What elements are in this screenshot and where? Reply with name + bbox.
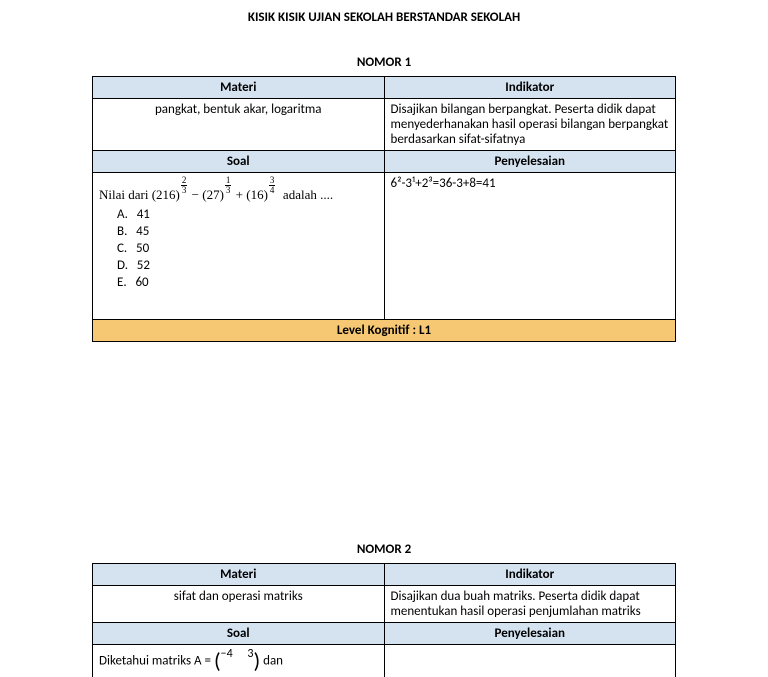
q2-indikator: Disajikan dua buah matriks. Peserta didi… xyxy=(384,586,676,623)
nomor-2-label: NOMOR 2 xyxy=(0,542,768,557)
q1-header-indikator: Indikator xyxy=(384,77,676,99)
q1-expr-a-den: 3 xyxy=(181,186,188,195)
q1-expr-c-den: 4 xyxy=(269,186,276,195)
q1-header-penyelesaian: Penyelesaian xyxy=(384,151,676,173)
q1-materi: pangkat, bentuk akar, logaritma xyxy=(93,99,385,151)
nomor-1-label: NOMOR 1 xyxy=(0,55,768,70)
q2-soal-prefix: Diketahui matriks A = xyxy=(99,653,211,668)
q2-header-indikator: Indikator xyxy=(384,564,676,586)
q1-indikator: Disajikan bilangan berpangkat. Peserta d… xyxy=(384,99,676,151)
q2-header-soal: Soal xyxy=(93,623,385,645)
q1-expr-a-base: (216) xyxy=(152,187,180,202)
q1-expr-c-base: (16) xyxy=(246,187,268,202)
q1-option-b: B. 45 xyxy=(117,224,378,239)
q1-option-d: D. 52 xyxy=(117,258,378,273)
q1-expr-b-base: (27) xyxy=(202,187,224,202)
page-title: KISIK KISIK UJIAN SEKOLAH BERSTANDAR SEK… xyxy=(0,10,768,25)
q1-expr-b-den: 3 xyxy=(225,186,232,195)
q2-mat-top: −4 3 xyxy=(221,647,254,661)
q2-soal: Diketahui matriks A = (−4 3 ) dan xyxy=(93,645,385,677)
question-2-table: Materi Indikator sifat dan operasi matri… xyxy=(92,563,676,677)
q1-option-e: E. 60 xyxy=(117,275,378,290)
q1-option-a: A. 41 xyxy=(117,207,378,222)
q2-header-materi: Materi xyxy=(93,564,385,586)
q2-header-penyelesaian: Penyelesaian xyxy=(384,623,676,645)
question-1-table: Materi Indikator pangkat, bentuk akar, l… xyxy=(92,76,676,342)
q1-soal: Nilai dari (216)23 − (27)13 + (16)34 ada… xyxy=(93,173,385,320)
q1-option-c: C. 50 xyxy=(117,241,378,256)
q2-materi: sifat dan operasi matriks xyxy=(93,586,385,623)
q1-soal-suffix: adalah .... xyxy=(283,187,333,202)
q2-penyelesaian xyxy=(384,645,676,677)
q2-soal-suffix: dan xyxy=(263,653,283,668)
q1-level: Level Kognitif : L1 xyxy=(93,320,676,342)
q1-soal-prefix: Nilai dari xyxy=(99,187,148,202)
q1-header-materi: Materi xyxy=(93,77,385,99)
q1-options: A. 41 B. 45 C. 50 D. 52 E. 60 xyxy=(117,207,378,290)
q1-header-soal: Soal xyxy=(93,151,385,173)
q1-penyelesaian: 6²-3¹+2³=36-3+8=41 xyxy=(384,173,676,320)
